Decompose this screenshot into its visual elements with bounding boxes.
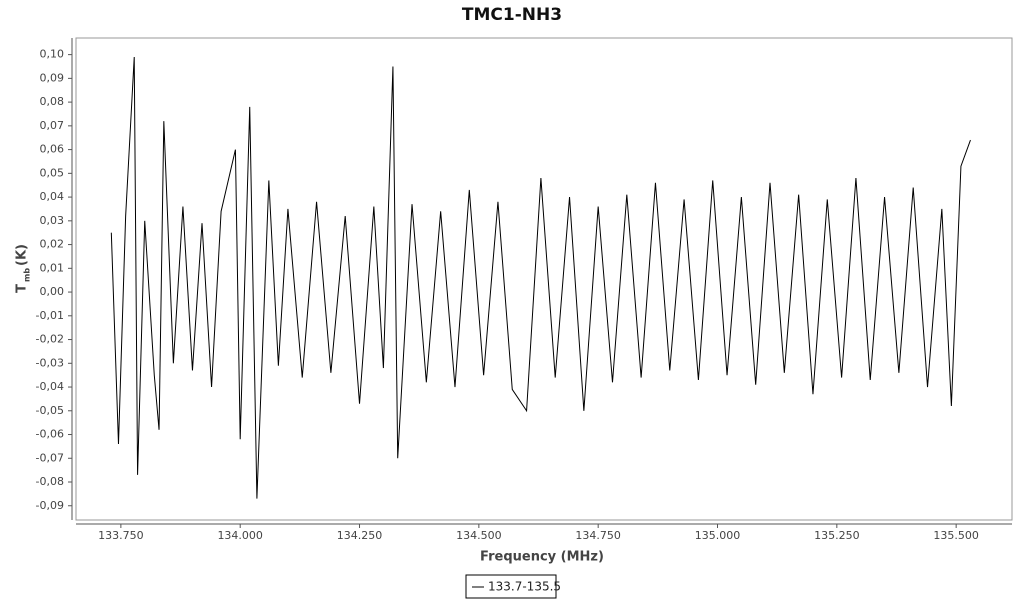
y-tick-label: -0,04	[36, 380, 64, 393]
y-tick-label: -0,07	[36, 451, 64, 464]
y-tick-label: 0,05	[40, 166, 65, 179]
x-tick-label: 134.000	[217, 529, 263, 542]
y-axis-label-main: T	[15, 284, 30, 293]
x-tick-label: 135.500	[933, 529, 979, 542]
y-tick-label: 0,08	[40, 95, 65, 108]
y-tick-label: 0,03	[40, 214, 65, 227]
x-tick-label: 134.500	[456, 529, 502, 542]
y-tick-label: -0,02	[36, 333, 64, 346]
x-axis-label: Frequency (MHz)	[480, 550, 604, 565]
x-tick-label: 134.250	[337, 529, 383, 542]
series-line	[110, 56, 971, 499]
x-tick-label: 134.750	[575, 529, 621, 542]
legend-label: 133.7-135.5	[488, 580, 561, 594]
y-tick-label: 0,09	[40, 71, 65, 84]
y-axis-label-sub: mb	[23, 268, 32, 282]
y-tick-label: -0,09	[36, 499, 64, 512]
y-axis-label: T mb (K)	[15, 244, 32, 293]
plot-frame	[75, 37, 1013, 521]
y-tick-label: -0,06	[36, 428, 64, 441]
x-tick-label: 135.250	[814, 529, 860, 542]
y-tick-label: -0,08	[36, 475, 64, 488]
legend-box	[465, 574, 557, 599]
y-tick-label: -0,01	[36, 309, 64, 322]
y-tick-label: 0,06	[40, 143, 65, 156]
x-tick-label: 135.000	[695, 529, 741, 542]
y-tick-label: 0,07	[40, 119, 65, 132]
y-tick-label: 0,10	[40, 48, 65, 61]
y-tick-label: 0,00	[40, 285, 65, 298]
y-tick-label: -0,03	[36, 356, 64, 369]
chart-title: TMC1-NH3	[462, 5, 562, 25]
y-axis-label-unit: (K)	[15, 244, 30, 266]
y-tick-label: 0,02	[40, 238, 65, 251]
x-tick-label: 133.750	[98, 529, 144, 542]
y-tick-label: 0,01	[40, 261, 65, 274]
y-tick-label: -0,05	[36, 404, 64, 417]
y-tick-label: 0,04	[40, 190, 65, 203]
